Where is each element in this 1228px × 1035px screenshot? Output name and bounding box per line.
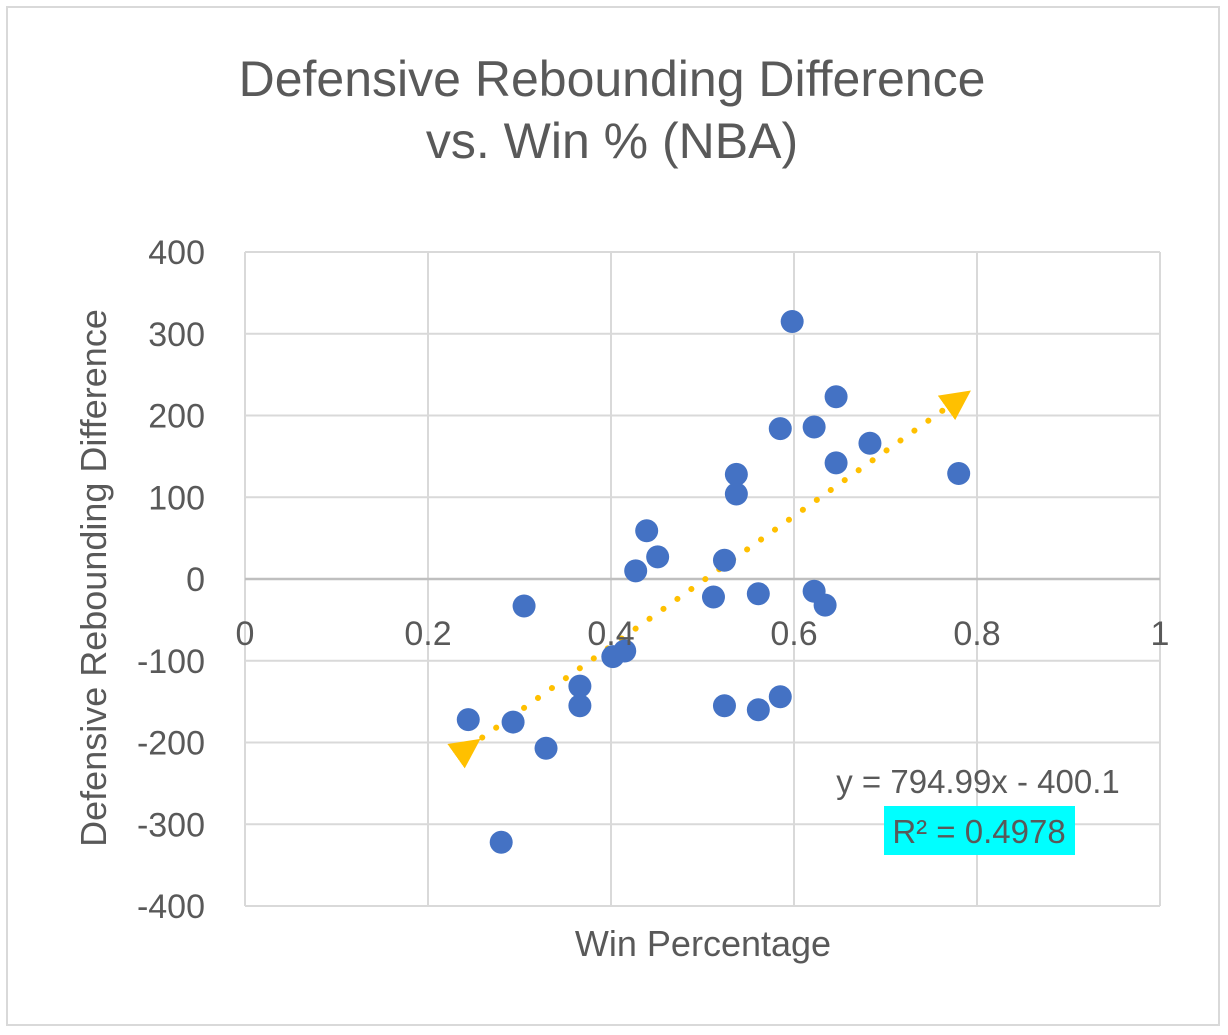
data-point — [501, 710, 525, 734]
x-axis-title: Win Percentage — [575, 923, 831, 964]
data-point — [489, 830, 513, 854]
data-point — [712, 694, 736, 718]
x-tick-label: 0.6 — [770, 615, 817, 653]
chart-title: Defensive Rebounding Difference vs. Win … — [0, 48, 1224, 172]
data-point — [746, 698, 770, 722]
data-points — [456, 309, 971, 854]
data-point — [858, 431, 882, 455]
data-point — [824, 451, 848, 475]
r2-highlight — [884, 806, 1075, 855]
data-point — [780, 309, 804, 333]
x-tick-label: 1 — [1151, 615, 1170, 653]
data-point — [568, 694, 592, 718]
data-point — [768, 417, 792, 441]
y-tick-label: 200 — [148, 398, 205, 436]
y-tick-label: -300 — [137, 806, 205, 844]
data-point — [456, 708, 480, 732]
data-point — [947, 462, 971, 486]
chart-title-line-2: vs. Win % (NBA) — [425, 113, 799, 169]
data-point — [624, 559, 648, 583]
y-tick-label: 300 — [148, 316, 205, 354]
data-point — [712, 548, 736, 572]
y-tick-label: 100 — [148, 479, 205, 517]
chart-title-line-1: Defensive Rebounding Difference — [238, 51, 986, 107]
data-point — [512, 594, 536, 618]
y-tick-label: -100 — [137, 643, 205, 681]
data-point — [724, 482, 748, 506]
trendline-group — [447, 390, 971, 769]
data-point — [635, 519, 659, 543]
data-point — [724, 462, 748, 486]
x-tick-label: 0.4 — [587, 615, 634, 653]
data-point — [613, 639, 637, 663]
y-tick-label: 400 — [148, 234, 205, 272]
data-point — [746, 582, 770, 606]
data-point — [802, 415, 826, 439]
tick-labels: 400 300 200 100 0 -100 -200 -300 -400 0 0.2 0.4 0.6 0… — [137, 234, 1170, 926]
data-point — [813, 593, 837, 617]
r-squared-label: R² = 0.4978 — [892, 813, 1065, 850]
x-tick-label: 0.8 — [953, 615, 1000, 653]
data-point — [646, 545, 670, 569]
y-tick-label: -400 — [137, 888, 205, 926]
data-point — [768, 685, 792, 709]
data-point — [568, 674, 592, 698]
x-tick-label: 0.2 — [404, 615, 451, 653]
data-point — [534, 736, 558, 760]
x-tick-label: 0 — [236, 615, 255, 653]
trendline-equation: y = 794.99x - 400.1 — [836, 763, 1119, 800]
y-tick-label: 0 — [186, 561, 205, 599]
y-tick-label: -200 — [137, 725, 205, 763]
trendline — [447, 390, 971, 769]
data-point — [701, 585, 725, 609]
y-axis-title: Defensive Rebounding Difference — [73, 309, 114, 847]
data-point — [824, 385, 848, 409]
